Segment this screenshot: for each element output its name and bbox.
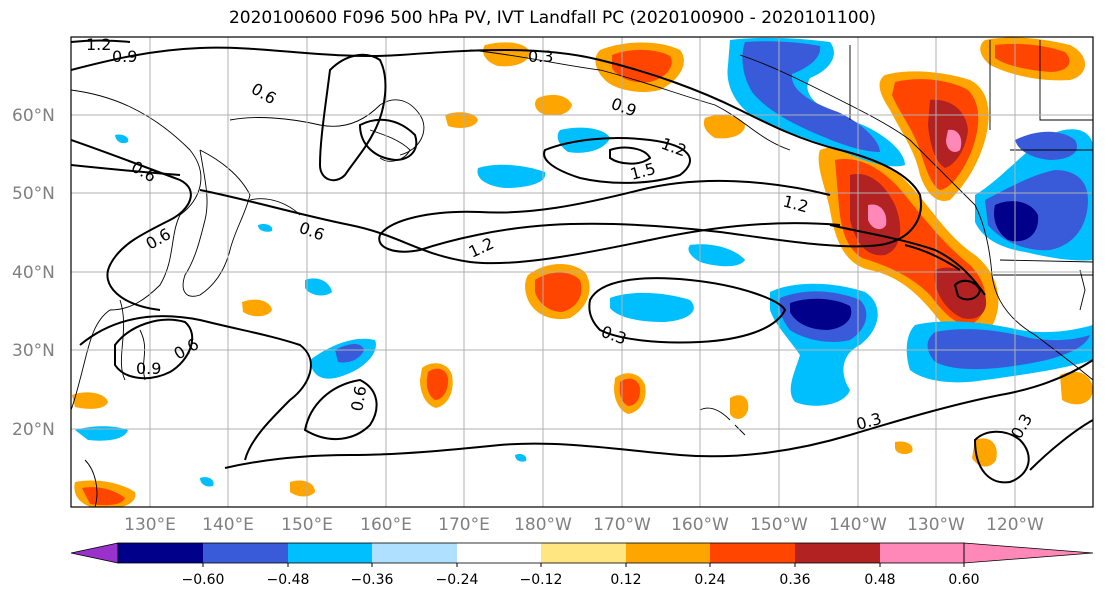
lat-label: 50°N: [12, 184, 55, 204]
lon-label: 160°W: [671, 515, 729, 535]
lon-label: 150°E: [281, 515, 333, 535]
lat-label: 20°N: [12, 420, 55, 440]
colorbar-tick-label: 0.60: [948, 572, 979, 588]
colorbar-segment: [795, 543, 880, 563]
pv-shading: [72, 37, 1093, 507]
colorbar-extend-right: [963, 542, 1094, 564]
colorbar-segment: [626, 543, 710, 563]
colorbar-tick-label: −0.36: [351, 572, 394, 588]
colorbar: −0.60 −0.48 −0.36 −0.24 −0.12 0.12 0.24 …: [70, 542, 1094, 588]
colorbar-tick-label: −0.12: [520, 572, 563, 588]
lon-label: 130°W: [907, 515, 965, 535]
lon-label: 170°W: [593, 515, 651, 535]
colorbar-tick-label: 0.36: [779, 572, 810, 588]
lat-label: 40°N: [12, 263, 55, 283]
colorbar-tick-label: 0.24: [694, 572, 725, 588]
contour-label: 1.2: [86, 35, 111, 54]
colorbar-segment: [880, 543, 964, 563]
lat-label: 60°N: [12, 106, 55, 126]
lat-label: 30°N: [12, 341, 55, 361]
colorbar-extend-left: [70, 542, 119, 564]
map-frame: [70, 36, 1094, 508]
colorbar-tick-label: 0.12: [610, 572, 641, 588]
colorbar-tick-label: 0.48: [864, 572, 895, 588]
map-title: 2020100600 F096 500 hPa PV, IVT Landfall…: [228, 8, 876, 28]
colorbar-segment: [457, 543, 541, 563]
lon-label: 150°W: [750, 515, 808, 535]
contour-lines: [71, 39, 1093, 484]
lon-label: 160°E: [360, 515, 412, 535]
lon-label: 130°E: [124, 515, 176, 535]
latitude-labels: 60°N 50°N 40°N 30°N 20°N: [12, 106, 55, 440]
lon-label: 120°W: [986, 515, 1044, 535]
colorbar-segment: [288, 543, 372, 563]
colorbar-tick-label: −0.24: [436, 572, 479, 588]
contour-label: 0.9: [136, 359, 161, 378]
colorbar-segment: [372, 543, 457, 563]
longitude-labels: 130°E 140°E 150°E 160°E 170°E 180°W 170°…: [124, 515, 1044, 535]
contour-label: 0.6: [347, 384, 370, 412]
contour-label: 0.9: [112, 47, 137, 66]
gridlines: [71, 37, 1093, 507]
colorbar-segment: [203, 543, 288, 563]
coastlines: [71, 40, 1093, 507]
lon-label: 140°E: [202, 515, 254, 535]
contour-label: 0.3: [528, 47, 553, 66]
colorbar-tick-label: −0.60: [182, 572, 225, 588]
colorbar-tick-label: −0.48: [267, 572, 310, 588]
colorbar-segment: [541, 543, 626, 563]
colorbar-segment: [710, 543, 795, 563]
lon-label: 140°W: [829, 515, 887, 535]
colorbar-segment: [118, 543, 203, 563]
lon-label: 170°E: [438, 515, 490, 535]
lon-label: 180°W: [514, 515, 572, 535]
